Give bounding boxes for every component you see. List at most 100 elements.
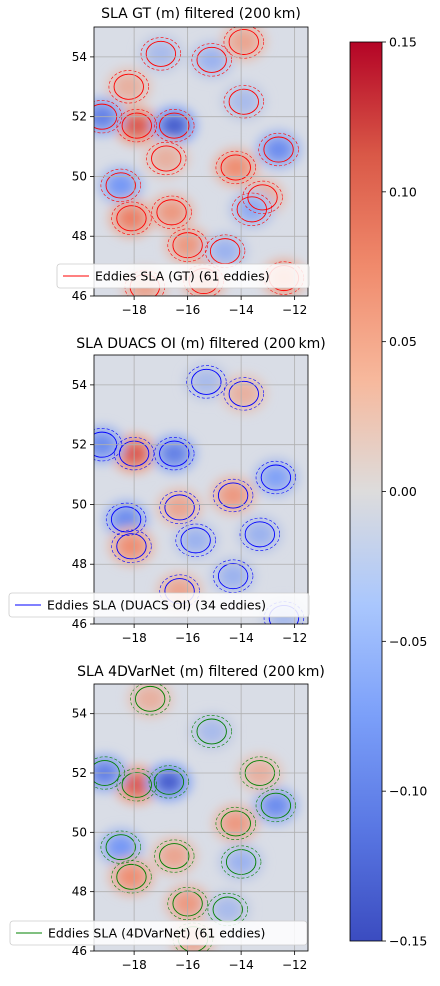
anomaly-core [161, 442, 188, 465]
axes-frame [93, 354, 309, 625]
eddy-contour [260, 464, 292, 491]
eddy-contour [156, 199, 187, 226]
eddy-outer-contour [223, 27, 264, 59]
eddy-contour [228, 88, 259, 115]
y-tick-label: 52 [72, 110, 87, 124]
eddy-outer-contour [154, 109, 195, 143]
eddy-outer-contour [239, 517, 281, 551]
eddy-outer-contour [159, 490, 200, 525]
eddy-contour [228, 28, 259, 55]
panel-2: −18 −16 −14 −12 54 52 50 48 46 SLA DUACS OI (m) f… [8, 336, 326, 645]
y-tick-label: 52 [72, 438, 87, 452]
anomaly-core [182, 529, 209, 552]
eddy-contour [116, 205, 147, 232]
panel-1: −18 −16 −14 −12 54 52 50 48 46 SLA GT (m) filtere… [56, 6, 310, 317]
anomaly-core [118, 865, 145, 889]
eddy-contour [263, 136, 294, 163]
eddy-contour [159, 843, 190, 869]
eddy-outer-contour [212, 559, 254, 593]
eddy-outer-contour [130, 684, 171, 716]
eddy-outer-contour [148, 765, 190, 799]
axes-frame [93, 683, 309, 952]
eddy-outer-contour [140, 37, 182, 71]
anomaly-core [118, 534, 145, 558]
eddy-outer-contour [111, 529, 152, 563]
x-tick-label: −12 [282, 303, 307, 317]
eddy-contour [180, 527, 211, 554]
eddy-contour [159, 440, 190, 467]
x-tick-label: −16 [175, 958, 200, 972]
eddy-outer-contour [167, 228, 208, 262]
anomaly-core [152, 147, 180, 170]
colorbar-tick-label: −0.10 [389, 784, 427, 799]
eddy-contour [191, 368, 222, 395]
anomaly-core [193, 370, 220, 394]
anomaly-core [161, 844, 188, 868]
anomaly-core [155, 770, 183, 794]
anomaly-core [112, 508, 140, 531]
anomaly-core [107, 174, 134, 197]
eddy-outer-contour [191, 43, 232, 77]
y-tick-label: 48 [72, 885, 87, 899]
eddy-outer-contour [186, 365, 227, 399]
eddy-outer-contour [255, 460, 297, 495]
anomaly-core [230, 30, 258, 54]
y-tick-label: 46 [72, 944, 87, 958]
eddy-outer-contour [100, 830, 141, 864]
anomaly-core [118, 206, 145, 230]
sla-map [94, 684, 308, 951]
eddy-contour [220, 810, 251, 837]
eddy-outer-contour [100, 168, 141, 203]
eddy-contour [110, 506, 142, 533]
anomaly-core [230, 90, 258, 114]
eddy-outer-contour [242, 180, 283, 214]
panel-title: SLA GT (m) filtered (200 km) [101, 6, 301, 22]
anomaly-core [123, 114, 151, 137]
anomaly-core [214, 898, 241, 921]
eddy-outer-contour [223, 85, 264, 119]
y-tick-label: 54 [72, 50, 87, 64]
y-tick-label: 46 [72, 617, 87, 631]
x-tick-label: −18 [121, 958, 146, 972]
eddy-outer-contour [113, 437, 155, 471]
anomaly-core [123, 773, 151, 797]
colorbar-tick-label: 0.00 [389, 484, 417, 499]
colorbar-gradient [349, 41, 383, 942]
eddy-contour [121, 771, 152, 798]
eddy-outer-contour [159, 574, 200, 608]
x-tick-label: −14 [228, 958, 253, 972]
anomaly-core [136, 687, 164, 711]
eddy-outer-contour [175, 523, 216, 557]
legend-label: Eddies SLA (4DVarNet) (61 eddies) [48, 926, 265, 941]
y-tick-label: 52 [72, 766, 87, 780]
eddy-outer-contour [191, 714, 232, 748]
y-tick-label: 54 [72, 378, 87, 392]
x-tick-label: −16 [175, 631, 200, 645]
eddy-outer-contour [215, 150, 256, 185]
sla-map [94, 355, 308, 624]
eddy-outer-contour [255, 789, 297, 823]
eddy-contour [105, 834, 136, 861]
anomaly-core [115, 75, 143, 99]
legend: Eddies SLA (GT) (61 eddies) [56, 263, 310, 289]
eddy-contour [228, 380, 259, 407]
anomaly-core [246, 523, 274, 546]
eddy-contour [217, 563, 249, 590]
eddy-contour [151, 145, 182, 172]
y-tick-label: 50 [72, 497, 87, 511]
eddy-contour [217, 482, 249, 509]
eddy-outer-contour [116, 109, 157, 143]
eddy-contour [113, 73, 144, 100]
anomaly-core [158, 201, 185, 224]
anomaly-core [238, 198, 266, 221]
eddy-contour [196, 718, 227, 745]
eddy-outer-contour [231, 192, 272, 226]
eddy-contour [196, 46, 227, 73]
eddy-contour [116, 533, 147, 560]
eddy-outer-contour [111, 860, 152, 894]
legend-label: Eddies SLA (GT) (61 eddies) [95, 269, 270, 284]
eddy-contour [220, 154, 251, 181]
eddy-outer-contour [223, 377, 264, 411]
y-tick-label: 50 [72, 825, 87, 839]
eddy-outer-contour [108, 70, 149, 104]
